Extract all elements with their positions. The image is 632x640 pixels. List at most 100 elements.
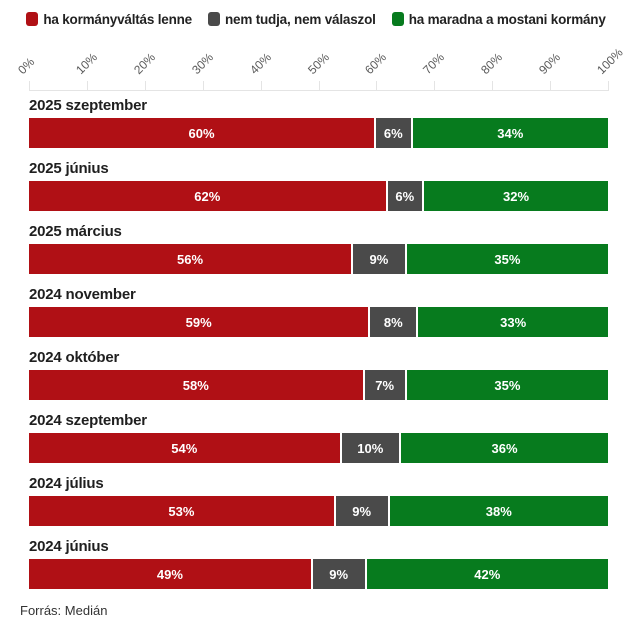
x-tick-label: 0% [15, 54, 38, 77]
bar-segment: 8% [368, 307, 417, 337]
bar-segment: 49% [29, 559, 311, 589]
bar-segment-value: 62% [194, 188, 221, 204]
bar-segment-value: 33% [500, 314, 527, 330]
x-tick-mark [492, 81, 494, 91]
bar-segment: 6% [385, 181, 422, 211]
bar-row: 2025 június 62% 6% 32% [29, 160, 608, 211]
bar-segment-value: 36% [491, 440, 518, 456]
stacked-bar: 60% 6% 34% [29, 118, 608, 148]
bar-rows: 2025 szeptember 60% 6% 34% 2025 június 62% 6% 3… [29, 97, 608, 589]
bar-segment-value: 56% [176, 251, 204, 267]
bar-segment: 34% [410, 118, 608, 148]
x-tick-label: 10% [72, 50, 100, 77]
bar-row: 2025 március 56% 9% 35% [29, 223, 608, 274]
bar-segment: 56% [29, 244, 351, 274]
row-label: 2024 szeptember [29, 412, 147, 429]
x-axis: 0% 10% 20% 30% 40% 50% 60% 70% 80% 90% 100% [0, 29, 632, 91]
bar-row: 2025 szeptember 60% 6% 34% [29, 97, 608, 148]
bar-segment-value: 49% [156, 566, 183, 582]
bar-segment-value: 35% [494, 377, 521, 393]
bar-segment-value: 59% [185, 314, 212, 330]
bar-segment: 54% [29, 433, 340, 463]
bar-segment: 36% [399, 433, 608, 463]
bar-segment-value: 53% [168, 503, 195, 519]
bar-segment-value: 34% [497, 125, 524, 141]
x-tick-mark [29, 81, 30, 91]
x-tick-label: 60% [362, 50, 390, 77]
bar-segment: 62% [29, 181, 386, 211]
bar-row: 2024 november 59% 8% 33% [29, 286, 608, 337]
x-tick-label: 20% [130, 50, 158, 77]
x-tick-mark [318, 81, 320, 91]
bar-segment-value: 54% [171, 440, 198, 456]
chart-legend: ha kormányváltás lenne nem tudja, nem vá… [0, 9, 632, 29]
row-label: 2024 november [29, 286, 136, 303]
stacked-bar: 49% 9% 42% [29, 559, 608, 589]
x-tick-mark [202, 81, 204, 91]
row-label: 2024 július [29, 475, 104, 492]
x-tick-label: 70% [420, 50, 448, 77]
x-tick-mark [376, 81, 378, 91]
bar-segment: 35% [404, 370, 608, 400]
row-label: 2025 június [29, 160, 109, 177]
bar-segment: 9% [351, 244, 405, 274]
x-tick-label: 40% [246, 50, 274, 77]
x-tick-label: 50% [304, 50, 332, 77]
x-tick-label: 100% [594, 45, 626, 77]
bar-segment: 53% [29, 496, 334, 526]
legend-swatch-red [26, 12, 39, 26]
bar-segment: 32% [422, 181, 608, 211]
bar-segment: 9% [310, 559, 365, 589]
stacked-bar: 62% 6% 32% [29, 181, 608, 211]
bar-segment-value: 38% [485, 503, 512, 519]
bar-segment: 35% [404, 244, 608, 274]
x-tick-mark [434, 81, 436, 91]
bar-segment-value: 10% [357, 440, 384, 456]
bar-segment-value: 6% [383, 125, 403, 141]
row-label: 2025 szeptember [29, 97, 147, 114]
stacked-bar: 54% 10% 36% [29, 433, 608, 463]
bar-segment-value: 32% [502, 188, 530, 204]
bar-segment: 6% [374, 118, 411, 148]
legend-item-opposition: ha kormányváltás lenne [26, 12, 192, 27]
bar-segment: 58% [29, 370, 363, 400]
bar-row: 2024 július 53% 9% 38% [29, 475, 608, 526]
bar-segment: 7% [362, 370, 405, 400]
bar-segment: 59% [29, 307, 369, 337]
legend-swatch-green [391, 12, 404, 26]
x-tick-label: 30% [188, 50, 216, 77]
bar-segment-value: 9% [369, 251, 389, 267]
source-note: Forrás: Medián [20, 603, 108, 618]
bar-segment: 60% [29, 118, 374, 148]
bar-segment-value: 8% [383, 314, 403, 330]
x-tick-mark [260, 81, 262, 91]
x-tick-label: 90% [536, 50, 564, 77]
stacked-bar: 59% 8% 33% [29, 307, 608, 337]
bar-row: 2024 október 58% 7% 35% [29, 349, 608, 400]
bar-segment: 42% [364, 559, 608, 589]
bar-segment-value: 7% [375, 377, 395, 393]
bar-segment: 33% [416, 307, 608, 337]
bar-segment-value: 6% [395, 188, 415, 204]
legend-label: ha kormányváltás lenne [43, 11, 192, 27]
x-tick-mark [144, 81, 146, 91]
bar-segment-value: 42% [474, 566, 501, 582]
stacked-bar: 58% 7% 35% [29, 370, 608, 400]
row-label: 2025 március [29, 223, 122, 240]
row-label: 2024 június [29, 538, 109, 555]
legend-label: nem tudja, nem válaszol [224, 11, 376, 27]
legend-item-undecided: nem tudja, nem válaszol [207, 11, 376, 27]
bar-row: 2024 szeptember 54% 10% 36% [29, 412, 608, 463]
bar-segment-value: 9% [352, 503, 372, 519]
bar-segment: 9% [333, 496, 388, 526]
x-tick-mark [86, 81, 88, 91]
bar-segment-value: 58% [182, 377, 209, 393]
bar-segment-value: 9% [329, 566, 349, 582]
bar-segment-value: 60% [188, 125, 215, 141]
bar-segment: 38% [387, 496, 608, 526]
row-label: 2024 október [29, 349, 120, 366]
bar-segment: 10% [339, 433, 399, 463]
x-tick-mark [550, 81, 552, 91]
bar-segment-value: 35% [494, 251, 521, 267]
x-tick-label: 80% [478, 50, 506, 77]
